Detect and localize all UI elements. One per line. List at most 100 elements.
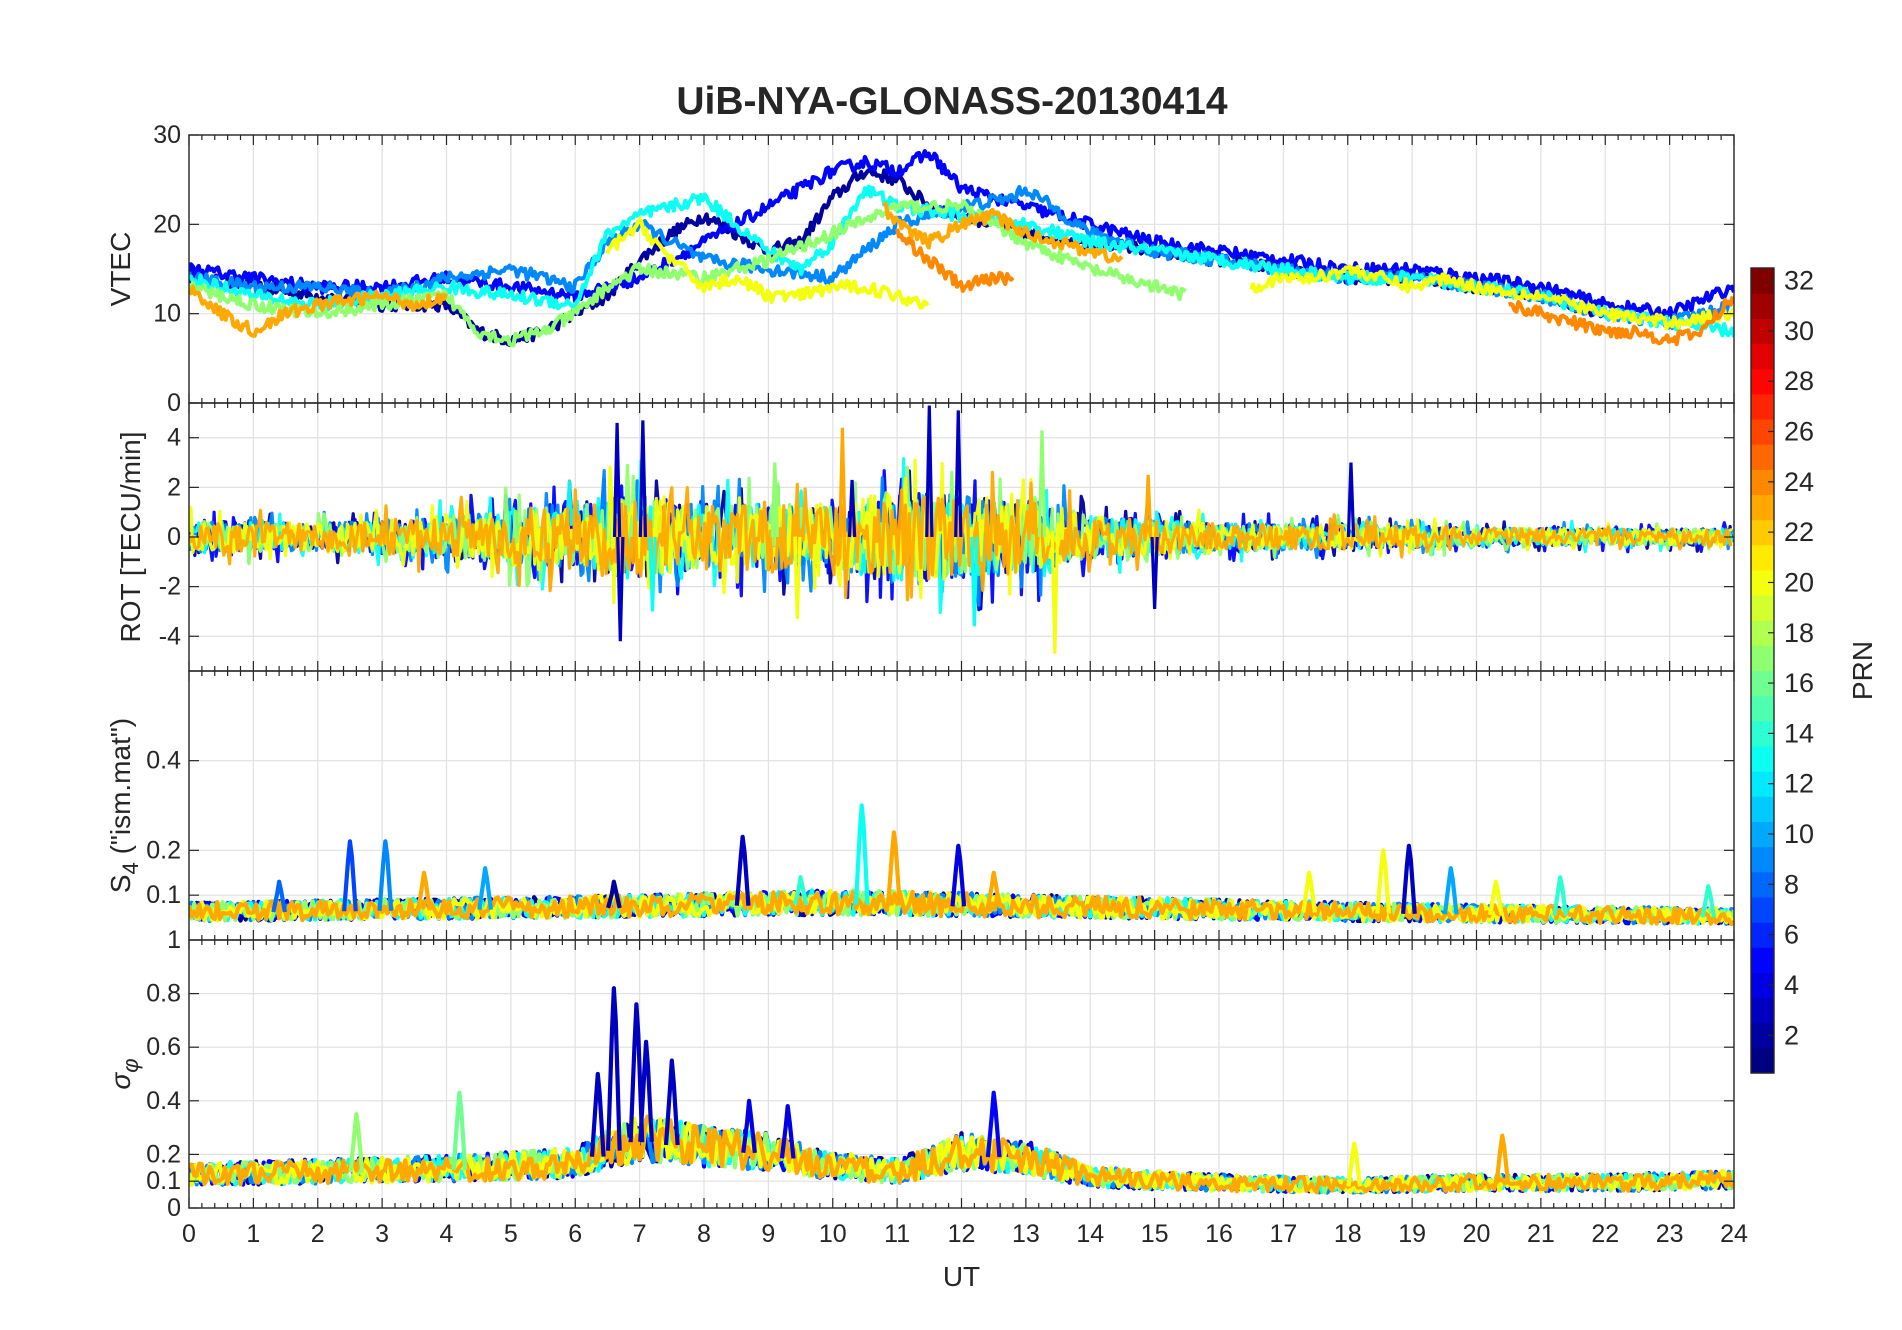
x-tick-label: 15: [1141, 1220, 1169, 1248]
peak-prn-20: [1375, 848, 1392, 914]
series-line-prn-20: [1249, 264, 1734, 331]
figure-title: UiB-NYA-GLONASS-20130414: [676, 80, 1228, 123]
x-tick-label: 10: [819, 1220, 847, 1248]
x-tick-label: 0: [182, 1220, 196, 1248]
rot-spike: [838, 427, 847, 538]
peak-prn-10: [477, 866, 494, 910]
x-tick-label: 17: [1269, 1220, 1297, 1248]
peak-prn-9: [377, 839, 394, 911]
peak-prn-8: [271, 879, 287, 913]
series-line-prn-23: [189, 1114, 1734, 1195]
colorbar-tick-label: 8: [1784, 869, 1799, 899]
colorbar-tick-label: 16: [1784, 668, 1814, 698]
peak-prn-14: [792, 875, 809, 906]
peak-prn-3: [638, 1039, 654, 1142]
series-sigma_phi: [189, 986, 1734, 1195]
peak-prn-20: [1301, 870, 1318, 913]
peak-prn-4: [950, 843, 967, 907]
x-tick-label: 18: [1334, 1220, 1362, 1248]
peak-prn-3: [605, 986, 622, 1151]
x-tick-label: 2: [311, 1220, 325, 1248]
rot-spike: [1144, 474, 1153, 538]
rot-spike: [638, 420, 648, 538]
peak-prn-20: [1487, 879, 1504, 916]
series-line-prn-20: [605, 216, 930, 310]
rot-spike: [1150, 536, 1159, 610]
y-tick-label: -4: [159, 622, 181, 650]
colorbar-tick-label: 10: [1784, 819, 1814, 849]
colorbar-step: [1751, 620, 1774, 646]
y-tick-label: 4: [167, 424, 181, 452]
peak-prn-4: [779, 1104, 796, 1159]
peak-prn-23: [985, 870, 1002, 908]
colorbar-step: [1751, 846, 1774, 873]
colorbar-step: [1751, 695, 1774, 722]
colorbar-step: [1751, 368, 1774, 395]
y-tick-label: 1: [167, 926, 181, 954]
y-label-main: S: [105, 874, 136, 893]
rot-spike: [616, 536, 625, 642]
colorbar-step: [1751, 343, 1774, 370]
colorbar-tick-label: 28: [1784, 366, 1814, 396]
x-tick-label: 7: [633, 1220, 647, 1248]
y-tick-label: 0.2: [146, 1140, 181, 1168]
series-line-prn-24: [895, 228, 1015, 293]
rot-spike: [1050, 536, 1060, 654]
colorbar-tick-label: 2: [1784, 1020, 1799, 1050]
colorbar-step: [1751, 771, 1774, 797]
colorbar-tick-label: 4: [1784, 970, 1799, 1000]
rot-spike: [1346, 462, 1356, 538]
colorbar-step: [1751, 896, 1774, 923]
series-line-prn-23: [189, 470, 1733, 602]
colorbar-step: [1751, 670, 1774, 697]
y-tick-label: -2: [159, 573, 181, 601]
peak-prn-13: [853, 803, 870, 905]
peak-prn-14: [1700, 884, 1717, 918]
x-tick-label: 4: [440, 1220, 454, 1248]
colorbar-box: [1750, 267, 1775, 1074]
colorbar-step: [1751, 720, 1774, 747]
y-tick-label: 10: [153, 300, 181, 328]
rot-spike: [970, 536, 979, 627]
rot-spike: [954, 410, 963, 538]
series-line-prn-5: [189, 149, 1734, 321]
rot-spike: [847, 479, 857, 538]
series-s4: [189, 803, 1734, 927]
colorbar-step: [1751, 796, 1774, 823]
colorbar-step: [1751, 1022, 1774, 1049]
peak-prn-14: [1552, 875, 1569, 916]
y-axis-label: VTEC: [105, 232, 136, 307]
rot-spike: [612, 422, 622, 538]
peak-prn-4: [741, 1098, 757, 1154]
colorbar-label: PRN: [1847, 641, 1878, 700]
peak-prn-17: [348, 1112, 365, 1173]
colorbar-step: [1751, 1047, 1774, 1074]
y-tick-label: 0: [167, 1194, 181, 1222]
x-tick-label: 23: [1656, 1220, 1684, 1248]
colorbar-step: [1751, 469, 1774, 496]
x-tick-label: 24: [1720, 1220, 1748, 1248]
colorbar-step: [1751, 268, 1774, 294]
colorbar-step: [1751, 871, 1774, 898]
x-tick-label: 16: [1205, 1220, 1233, 1248]
series-vtec: [189, 149, 1734, 348]
colorbar-step: [1751, 595, 1774, 621]
peak-prn-3: [734, 834, 751, 906]
colorbar-step: [1751, 318, 1774, 345]
colorbar-step: [1751, 494, 1774, 521]
y-label-sub: 4: [118, 862, 143, 874]
ticks-vtec: 0 10 20 30: [153, 121, 1735, 417]
colorbar-tick-label: 12: [1784, 769, 1814, 799]
y-tick-label: 30: [153, 121, 181, 149]
colorbar-tick-label: 32: [1784, 266, 1814, 296]
ticks-s4: 0.1 0.2 0.4 1: [146, 671, 1735, 954]
y-axis-label: σφ: [105, 1058, 143, 1089]
y-tick-label: 0: [167, 523, 181, 551]
peak-prn-7: [342, 839, 358, 912]
y-tick-label: 20: [153, 210, 181, 238]
panel-s4: 0.1 0.2 0.4 1 S4 ("ism.mat"): [105, 670, 1735, 954]
panel-rot: -4 -2 0 2 4 ROT [TECU/min]: [115, 402, 1735, 672]
